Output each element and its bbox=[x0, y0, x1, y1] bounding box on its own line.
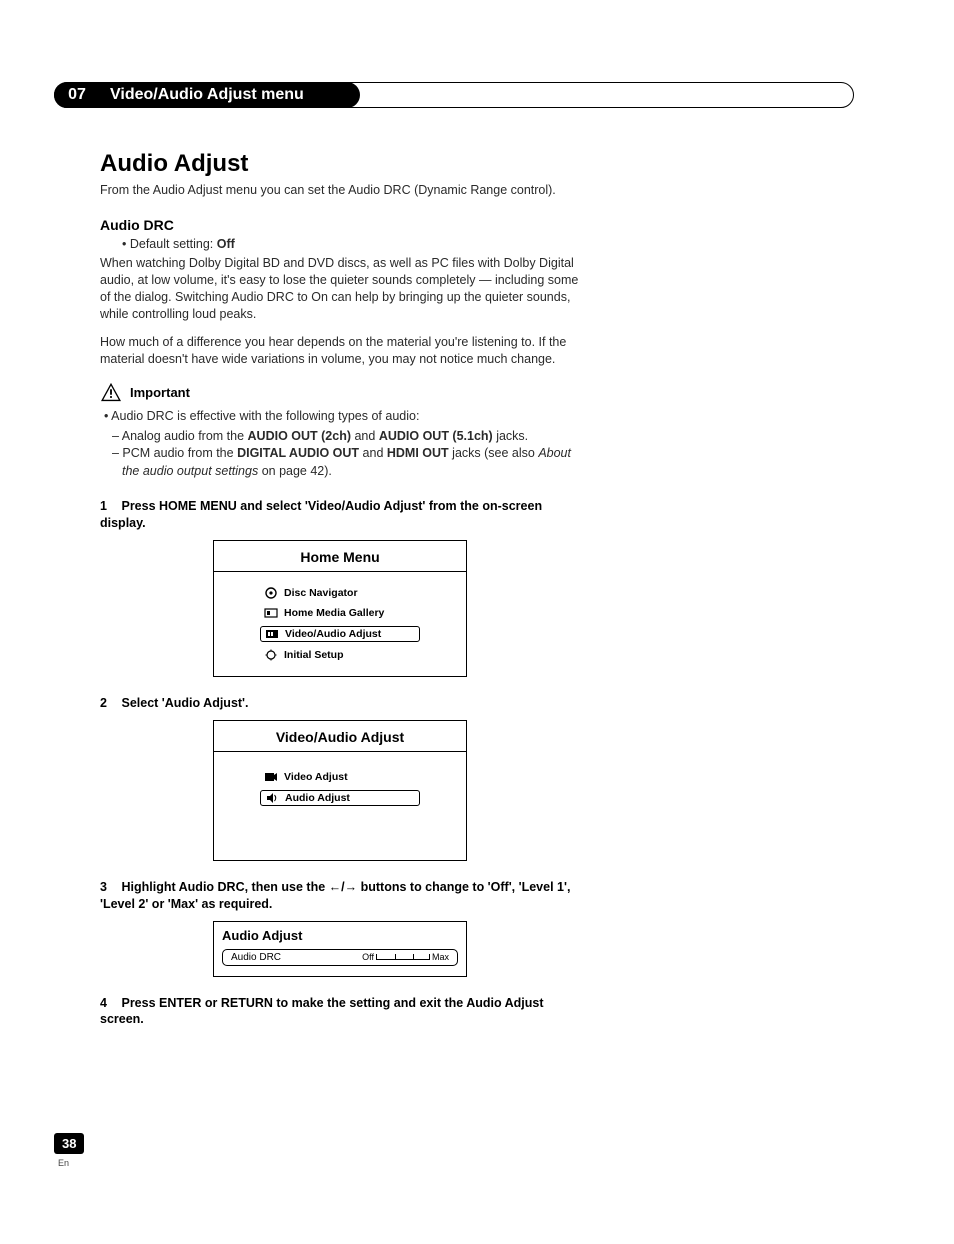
disc-icon bbox=[264, 587, 278, 599]
home-menu-item-initial-setup: Initial Setup bbox=[260, 648, 420, 662]
chapter-header: 07 Video/Audio Adjust menu bbox=[54, 82, 854, 108]
va-menu-item-label: Audio Adjust bbox=[285, 792, 350, 804]
important-label: Important bbox=[130, 385, 190, 400]
step-4-number: 4 bbox=[100, 995, 118, 1012]
slider-track bbox=[376, 954, 430, 960]
audio-drc-row: Audio DRC Off Max bbox=[222, 949, 458, 966]
important-sub-1: – Analog audio from the AUDIO OUT (2ch) … bbox=[100, 428, 580, 446]
home-menu-title: Home Menu bbox=[214, 541, 466, 571]
va-menu-title: Video/Audio Adjust bbox=[214, 721, 466, 751]
default-setting-value: Off bbox=[217, 237, 235, 251]
home-menu-item-label: Home Media Gallery bbox=[284, 607, 384, 619]
important-line-1: • Audio DRC is effective with the follow… bbox=[100, 408, 580, 426]
slider-min-label: Off bbox=[362, 952, 374, 962]
step-1-number: 1 bbox=[100, 498, 118, 515]
default-setting-line: Default setting: Off bbox=[100, 237, 580, 251]
important-notes: • Audio DRC is effective with the follow… bbox=[100, 408, 580, 480]
step-1: 1 Press HOME MENU and select 'Video/Audi… bbox=[100, 498, 580, 532]
gallery-icon bbox=[264, 607, 278, 619]
step-1-text: Press HOME MENU and select 'Video/Audio … bbox=[100, 499, 542, 530]
va-menu-divider bbox=[214, 751, 466, 752]
important-callout-header: Important bbox=[100, 382, 580, 402]
language-code: En bbox=[58, 1158, 69, 1168]
home-menu-item-media-gallery: Home Media Gallery bbox=[260, 606, 420, 620]
audio-drc-row-label: Audio DRC bbox=[231, 952, 281, 963]
home-menu-screenshot: Home Menu Disc Navigator Home Media Gall… bbox=[213, 540, 467, 677]
default-setting-label: Default setting: bbox=[130, 237, 217, 251]
step-4: 4 Press ENTER or RETURN to make the sett… bbox=[100, 995, 580, 1029]
audio-drc-heading: Audio DRC bbox=[100, 217, 580, 233]
video-adjust-icon bbox=[264, 771, 278, 783]
warning-icon bbox=[100, 382, 122, 402]
right-arrow-icon: → bbox=[345, 880, 358, 894]
home-menu-item-disc-navigator: Disc Navigator bbox=[260, 586, 420, 600]
va-menu-items: Video Adjust Audio Adjust bbox=[214, 762, 466, 860]
page-number-badge: 38 bbox=[54, 1133, 84, 1154]
audio-adjust-panel-title: Audio Adjust bbox=[222, 928, 458, 943]
home-menu-item-video-audio-adjust: Video/Audio Adjust bbox=[260, 626, 420, 642]
audio-drc-paragraph-1: When watching Dolby Digital BD and DVD d… bbox=[100, 255, 580, 323]
adjust-icon bbox=[265, 628, 279, 640]
home-menu-item-label: Initial Setup bbox=[284, 649, 344, 661]
section-title: Audio Adjust bbox=[100, 150, 580, 178]
important-sub-2: – PCM audio from the DIGITAL AUDIO OUT a… bbox=[100, 445, 580, 480]
video-audio-adjust-screenshot: Video/Audio Adjust Video Adjust Audio Ad… bbox=[213, 720, 467, 861]
chapter-title: Video/Audio Adjust menu bbox=[100, 82, 360, 108]
va-menu-item-audio-adjust: Audio Adjust bbox=[260, 790, 420, 806]
audio-drc-paragraph-2: How much of a difference you hear depend… bbox=[100, 334, 580, 368]
home-menu-divider bbox=[214, 571, 466, 572]
slider-max-label: Max bbox=[432, 952, 449, 962]
home-menu-item-label: Video/Audio Adjust bbox=[285, 628, 381, 640]
setup-icon bbox=[264, 649, 278, 661]
step-3-pre: Highlight Audio DRC, then use the bbox=[121, 880, 328, 894]
home-menu-item-label: Disc Navigator bbox=[284, 587, 358, 599]
step-2: 2 Select 'Audio Adjust'. bbox=[100, 695, 580, 712]
section-intro: From the Audio Adjust menu you can set t… bbox=[100, 182, 580, 199]
step-4-text: Press ENTER or RETURN to make the settin… bbox=[100, 996, 544, 1027]
audio-adjust-icon bbox=[265, 792, 279, 804]
left-arrow-icon: ← bbox=[329, 880, 342, 894]
content-column: Audio Adjust From the Audio Adjust menu … bbox=[100, 150, 580, 1034]
va-menu-item-label: Video Adjust bbox=[284, 771, 348, 783]
step-3: 3 Highlight Audio DRC, then use the ←/→ … bbox=[100, 879, 580, 913]
audio-adjust-screenshot: Audio Adjust Audio DRC Off Max bbox=[213, 921, 467, 977]
chapter-number-badge: 07 bbox=[54, 82, 100, 108]
home-menu-items: Disc Navigator Home Media Gallery Video/… bbox=[214, 582, 466, 676]
audio-drc-slider: Off Max bbox=[362, 952, 449, 962]
step-3-number: 3 bbox=[100, 879, 118, 896]
manual-page: 07 Video/Audio Adjust menu Audio Adjust … bbox=[0, 0, 954, 1244]
step-2-text: Select 'Audio Adjust'. bbox=[121, 696, 248, 710]
va-menu-item-video-adjust: Video Adjust bbox=[260, 770, 420, 784]
step-2-number: 2 bbox=[100, 695, 118, 712]
